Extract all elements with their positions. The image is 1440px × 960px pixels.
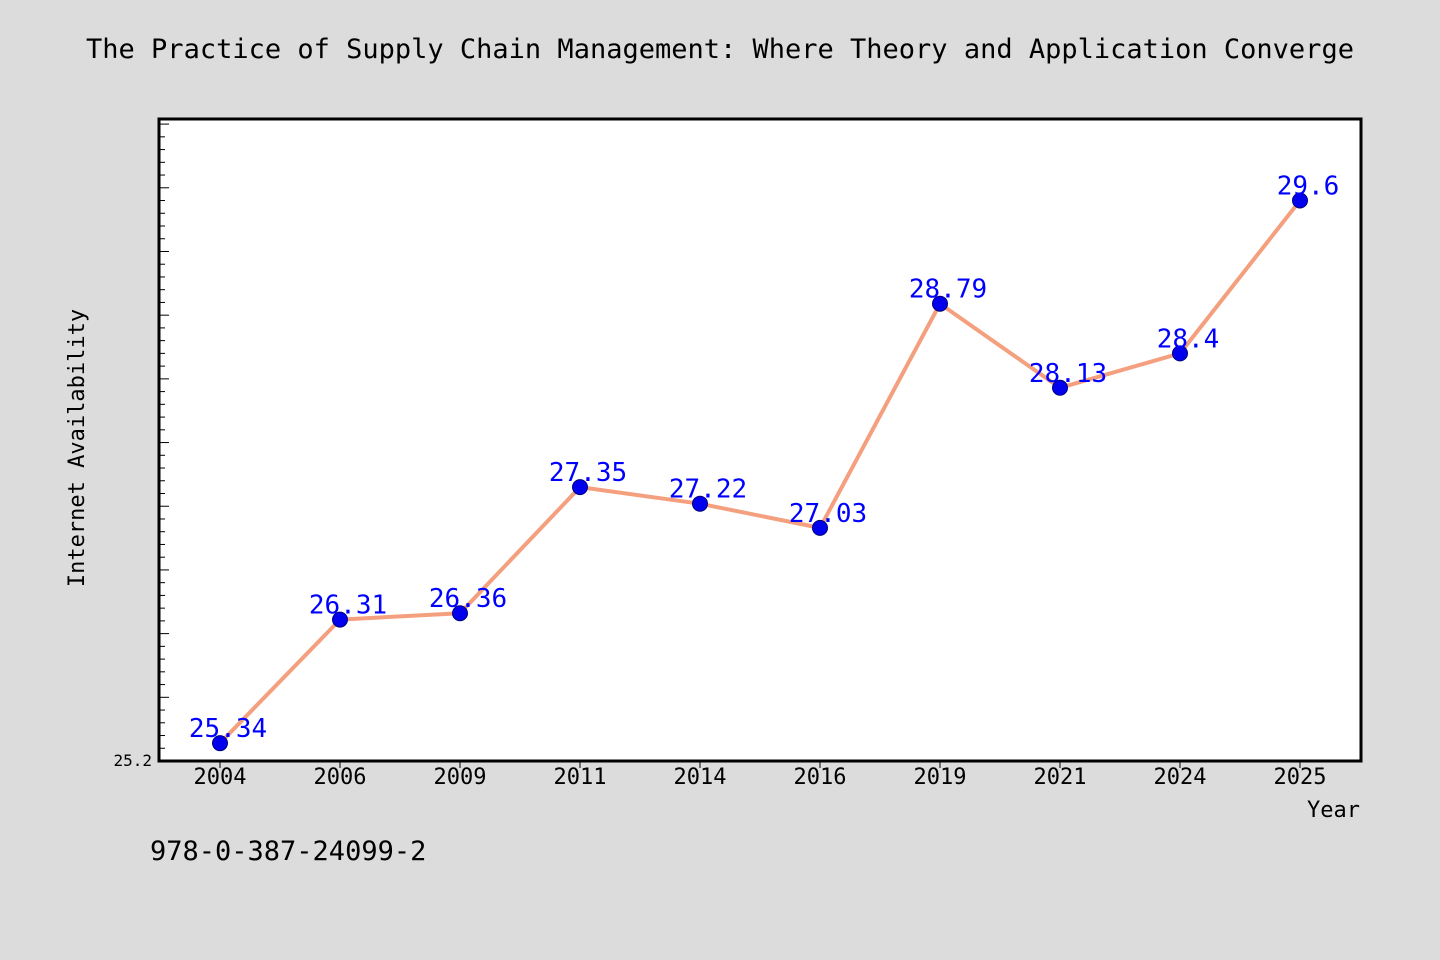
y-tick-labels: 25.2 — [113, 751, 152, 770]
data-point — [452, 605, 468, 622]
data-label: 25.34 — [189, 714, 267, 744]
data-label: 29.6 — [1277, 172, 1340, 202]
data-label: 27.03 — [789, 499, 867, 529]
x-tick-label: 2004 — [194, 765, 247, 790]
data-label: 28.4 — [1157, 324, 1220, 354]
x-tick-label: 2011 — [554, 765, 607, 790]
data-label: 27.22 — [669, 475, 747, 505]
plot-frame — [157, 117, 1363, 763]
x-tick-label: 2021 — [1034, 765, 1087, 790]
data-point — [1052, 379, 1068, 396]
data-label: 27.35 — [549, 458, 627, 488]
x-tick-label: 2024 — [1154, 765, 1207, 790]
x-tick-label: 2016 — [794, 765, 847, 790]
data-point — [1172, 345, 1188, 362]
series-line — [218, 198, 1302, 746]
x-tick-label: 2014 — [674, 765, 727, 790]
data-point — [212, 735, 228, 752]
data-point — [692, 495, 708, 512]
y-tick-label: 25.2 — [113, 751, 152, 770]
data-label: 28.79 — [909, 275, 987, 305]
chart-title: The Practice of Supply Chain Management:… — [86, 34, 1354, 65]
y-axis-label: Internet Availability — [65, 309, 90, 587]
x-tick-label: 2019 — [914, 765, 967, 790]
data-labels: 25.34 26.31 26.36 27.35 27.22 27.03 28.79 28.13… — [189, 172, 1339, 745]
x-tick-label: 2009 — [434, 765, 487, 790]
data-point — [1292, 192, 1308, 209]
x-tick-label: 2025 — [1274, 765, 1327, 790]
data-point — [332, 611, 348, 628]
x-tick-label: 2006 — [314, 765, 367, 790]
data-label: 26.36 — [429, 584, 507, 614]
isbn-code: 978-0-387-24099-2 — [150, 836, 427, 867]
data-point — [932, 295, 948, 312]
data-point — [572, 479, 588, 496]
series-markers — [212, 192, 1308, 752]
plot-area — [159, 119, 1361, 761]
data-label: 26.31 — [309, 591, 387, 621]
data-point — [812, 519, 828, 536]
x-tick-labels: 2004 2006 2009 2011 2014 2016 2019 2021 2024 2025 — [194, 765, 1327, 790]
x-axis-label: Year — [1307, 798, 1360, 823]
data-label: 28.13 — [1029, 359, 1107, 389]
